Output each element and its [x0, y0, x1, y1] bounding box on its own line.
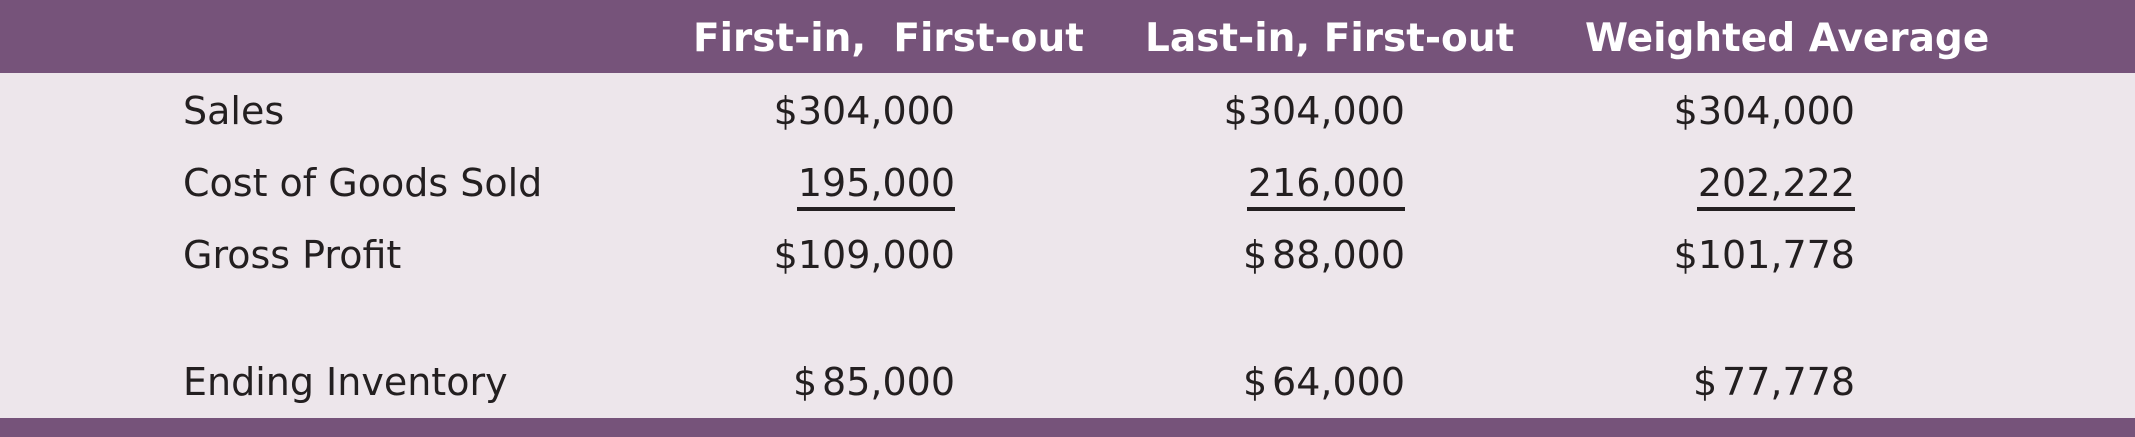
ending-inventory-lifo-value: $64,000 [1243, 360, 1405, 404]
ending-inventory-weighted-value: $77,778 [1693, 360, 1855, 404]
cogs-fifo-value: 195,000 [797, 161, 955, 205]
cogs-lifo-underline [1247, 207, 1405, 211]
ending-inventory-fifo-value: $85,000 [793, 360, 955, 404]
gross-profit-weighted-value: $101,778 [1673, 233, 1855, 277]
header-lifo: Last-in, First-out [1145, 16, 1515, 61]
cogs-weighted-value: 202,222 [1697, 161, 1855, 205]
row-label-sales: Sales [183, 89, 285, 133]
gross-profit-lifo-value: $88,000 [1243, 233, 1405, 277]
cogs-weighted-underline [1697, 207, 1855, 211]
sales-lifo-value: $304,000 [1223, 89, 1405, 133]
sales-weighted-value: $304,000 [1673, 89, 1855, 133]
header-fifo: First-in, First-out [693, 16, 1084, 61]
table-header: First-in, First-out Last-in, First-out W… [0, 0, 2135, 73]
row-label-cost-of-goods-sold: Cost of Goods Sold [183, 161, 543, 205]
header-weighted-average: Weighted Average [1585, 16, 1990, 61]
table-footer-bar [0, 418, 2135, 437]
row-label-ending-inventory: Ending Inventory [183, 360, 508, 404]
row-label-gross-profit: Gross Profit [183, 233, 402, 277]
cogs-fifo-underline [797, 207, 955, 211]
cogs-lifo-value: 216,000 [1247, 161, 1405, 205]
gross-profit-fifo-value: $109,000 [773, 233, 955, 277]
sales-fifo-value: $304,000 [773, 89, 955, 133]
